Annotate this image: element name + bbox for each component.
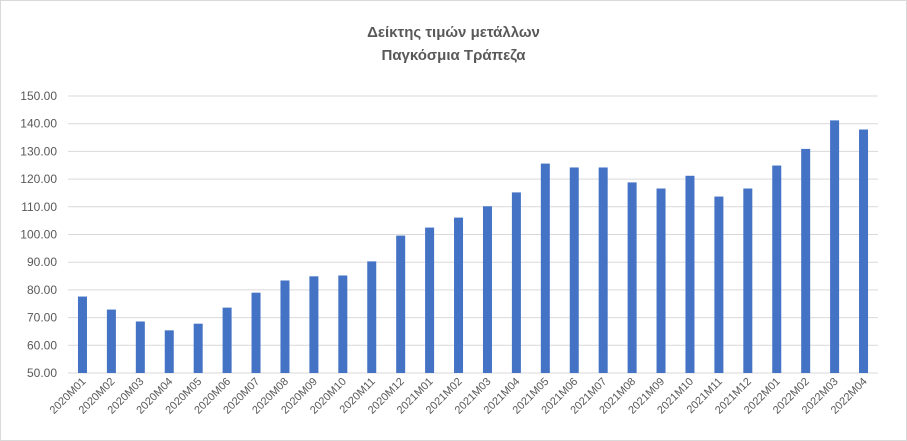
bar [511, 192, 521, 373]
bar [714, 196, 724, 373]
bar [685, 175, 695, 373]
bar [859, 129, 869, 373]
gridlines [68, 95, 878, 374]
bar [656, 188, 666, 373]
chart-title: Δείκτης τιμών μετάλλων [367, 24, 540, 41]
y-tick-label: 120.00 [20, 172, 57, 186]
x-axis-tick-labels: 2020M012020M022020M032020M042020M052020M… [48, 376, 870, 417]
bar [77, 296, 87, 373]
y-tick-label: 50.00 [27, 366, 57, 380]
bar [193, 323, 203, 373]
chart-subtitle: Παγκόσμια Τράπεζα [381, 47, 526, 64]
y-tick-label: 130.00 [20, 144, 57, 158]
y-tick-label: 110.00 [21, 200, 57, 214]
bar [627, 182, 637, 373]
bar [251, 292, 261, 373]
bar [801, 148, 811, 373]
bar [598, 167, 608, 373]
y-tick-label: 80.00 [27, 283, 57, 297]
bar [425, 227, 435, 373]
bar [106, 309, 116, 373]
bar [280, 280, 290, 373]
bar [164, 330, 174, 373]
bar [540, 163, 550, 373]
bar [222, 307, 232, 373]
y-tick-label: 100.00 [20, 228, 57, 242]
bars [77, 120, 869, 373]
y-tick-label: 60.00 [27, 338, 57, 352]
y-tick-label: 140.00 [20, 117, 57, 131]
bar [830, 120, 840, 373]
bar [569, 167, 579, 373]
bar [482, 206, 492, 373]
bar [338, 275, 348, 373]
bar [743, 188, 753, 373]
y-tick-label: 90.00 [27, 255, 57, 269]
bar [396, 235, 406, 373]
bar [135, 321, 145, 373]
bar [772, 165, 782, 373]
y-axis-tick-labels: 50.00 60.00 70.00 80.00 90.00 100.00 110.00 120… [20, 89, 57, 380]
y-tick-label: 70.00 [27, 311, 57, 325]
bar [454, 217, 464, 373]
bar [367, 261, 377, 373]
y-tick-label: 150.00 [20, 89, 57, 103]
bar [309, 276, 319, 373]
